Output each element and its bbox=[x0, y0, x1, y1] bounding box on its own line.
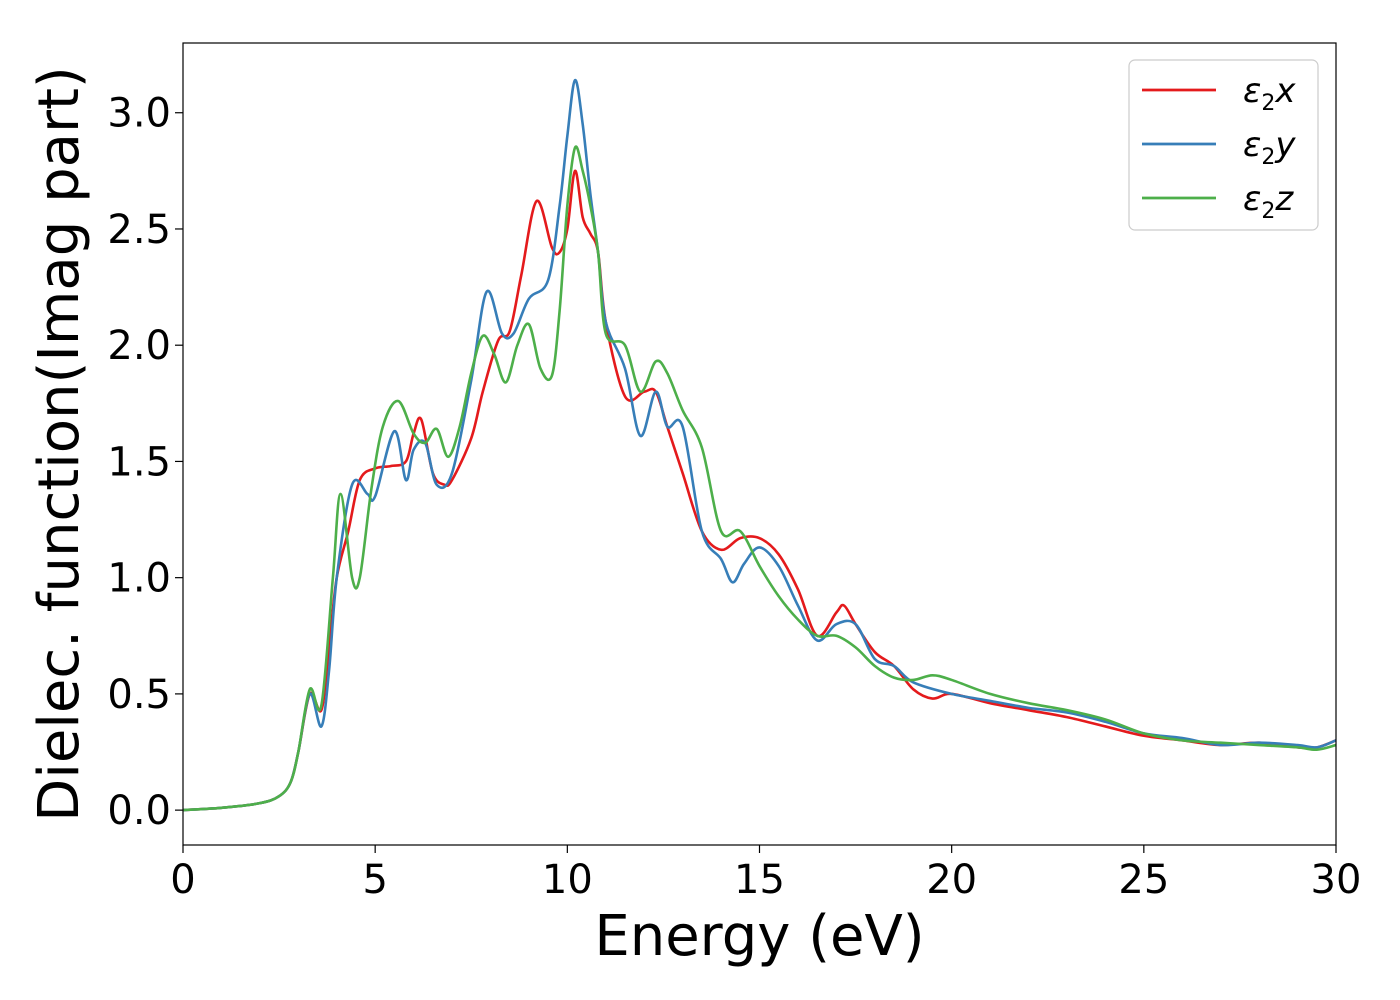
legend-label: ε2x bbox=[1243, 71, 1296, 116]
legend-item-x: ε2x bbox=[1142, 71, 1296, 116]
legend-box bbox=[1128, 59, 1319, 231]
x-tick-label: 20 bbox=[926, 857, 977, 903]
series-line-z bbox=[183, 145, 1336, 812]
y-tick-label: 0.5 bbox=[107, 672, 171, 718]
y-axis-label: Dielec. function(Imag part) bbox=[27, 66, 92, 822]
y-tick-label: 0.0 bbox=[107, 788, 171, 834]
legend-item-z: ε2z bbox=[1142, 179, 1294, 224]
y-tick-label: 3.0 bbox=[107, 91, 171, 137]
x-axis-ticks: 0 5 10 15 20 25 30 bbox=[170, 845, 1361, 903]
plot-lines bbox=[183, 78, 1336, 812]
x-axis-label: Energy (eV) bbox=[594, 904, 924, 969]
legend-label: ε2y bbox=[1243, 125, 1296, 170]
x-tick-label: 0 bbox=[170, 857, 195, 903]
x-tick-label: 30 bbox=[1311, 857, 1362, 903]
legend-label: ε2z bbox=[1243, 179, 1294, 224]
x-tick-label: 15 bbox=[734, 857, 785, 903]
x-tick-label: 10 bbox=[542, 857, 593, 903]
x-tick-label: 25 bbox=[1118, 857, 1169, 903]
x-tick-label: 5 bbox=[362, 857, 387, 903]
legend-item-y: ε2y bbox=[1142, 125, 1296, 170]
y-axis-ticks: 0.0 0.5 1.0 1.5 2.0 2.5 3.0 bbox=[107, 91, 183, 834]
y-tick-label: 2.0 bbox=[107, 323, 171, 369]
y-tick-label: 2.5 bbox=[107, 207, 171, 253]
y-tick-label: 1.0 bbox=[107, 556, 171, 602]
y-tick-label: 1.5 bbox=[107, 439, 171, 485]
legend: ε2x ε2y ε2z bbox=[1128, 59, 1319, 231]
